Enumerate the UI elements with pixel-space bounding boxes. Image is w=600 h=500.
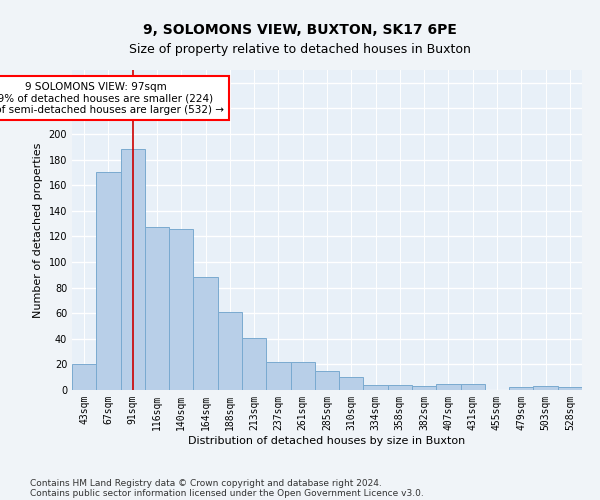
Bar	[96, 172, 121, 390]
Bar	[315, 371, 339, 390]
Bar	[364, 385, 388, 390]
Bar	[339, 377, 364, 390]
Bar	[72, 364, 96, 390]
Bar	[121, 150, 145, 390]
Bar	[193, 278, 218, 390]
Bar	[533, 386, 558, 390]
Bar	[242, 338, 266, 390]
Bar	[388, 385, 412, 390]
Bar	[290, 362, 315, 390]
Text: 9, SOLOMONS VIEW, BUXTON, SK17 6PE: 9, SOLOMONS VIEW, BUXTON, SK17 6PE	[143, 22, 457, 36]
Bar	[266, 362, 290, 390]
Bar	[218, 312, 242, 390]
Text: Contains HM Land Registry data © Crown copyright and database right 2024.: Contains HM Land Registry data © Crown c…	[30, 478, 382, 488]
Text: Size of property relative to detached houses in Buxton: Size of property relative to detached ho…	[129, 42, 471, 56]
Bar	[412, 386, 436, 390]
Bar	[145, 228, 169, 390]
Bar	[509, 388, 533, 390]
Bar	[169, 228, 193, 390]
Text: Contains public sector information licensed under the Open Government Licence v3: Contains public sector information licen…	[30, 488, 424, 498]
X-axis label: Distribution of detached houses by size in Buxton: Distribution of detached houses by size …	[188, 436, 466, 446]
Bar	[558, 388, 582, 390]
Text: 9 SOLOMONS VIEW: 97sqm
← 29% of detached houses are smaller (224)
70% of semi-de: 9 SOLOMONS VIEW: 97sqm ← 29% of detached…	[0, 82, 224, 115]
Bar	[461, 384, 485, 390]
Bar	[436, 384, 461, 390]
Y-axis label: Number of detached properties: Number of detached properties	[33, 142, 43, 318]
